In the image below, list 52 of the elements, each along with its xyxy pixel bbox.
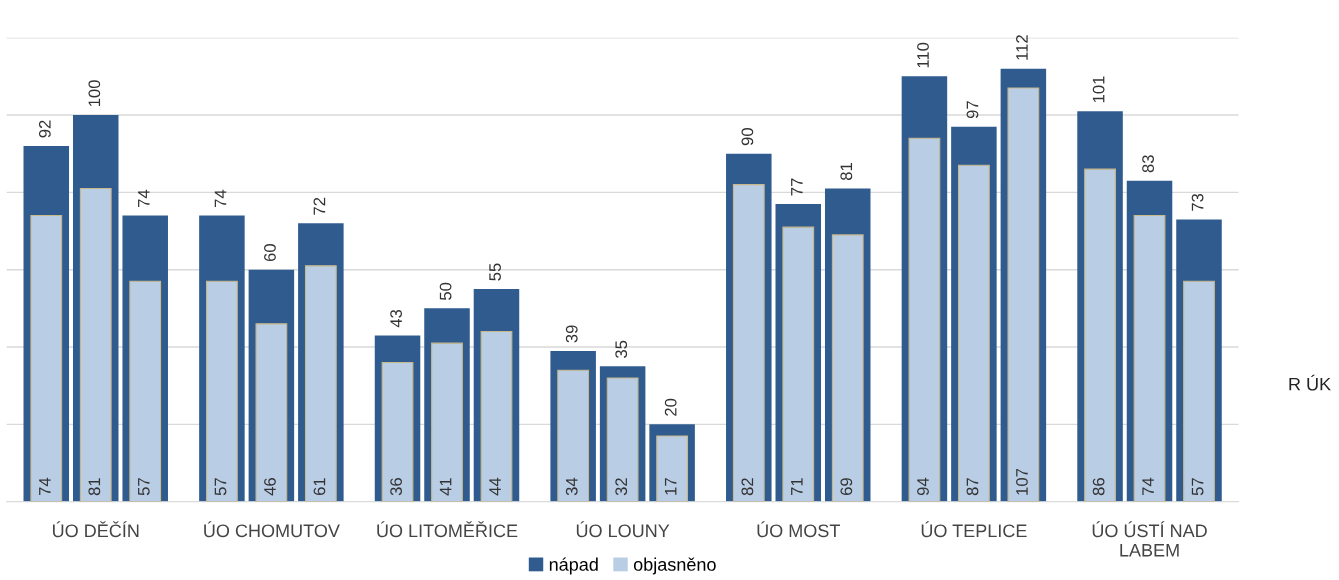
data-label: 35	[615, 340, 628, 358]
data-label: 100	[88, 80, 101, 107]
x-tick-label: ÚO LOUNY	[576, 521, 670, 538]
data-label: 71	[791, 478, 803, 496]
data-label: 57	[138, 478, 150, 496]
data-label: 112	[1016, 35, 1028, 60]
data-label: 77	[791, 178, 803, 196]
x-tick-label: ÚO TEPLICE	[921, 521, 1027, 538]
data-label: 32	[615, 478, 628, 496]
data-label: 44	[489, 477, 501, 496]
data-label: 74	[214, 189, 227, 207]
x-tick-label: ÚO LITOMĚŘICE	[377, 521, 518, 538]
data-label: 36	[390, 478, 403, 496]
legend-label: objasněno	[633, 557, 716, 575]
data-label: 94	[917, 477, 929, 496]
x-tick-label: ÚO DĚČÍN	[53, 521, 139, 538]
data-label: 90	[741, 128, 754, 146]
data-label: 74	[1142, 477, 1154, 496]
data-label: 73	[1191, 193, 1204, 211]
data-label: 107	[1016, 468, 1028, 495]
legend-label: nápad	[549, 557, 598, 575]
data-label: 81	[840, 163, 853, 181]
x-tick-label: ÚO CHOMUTOV	[204, 521, 340, 538]
data-label: 83	[1142, 155, 1154, 173]
data-label: 60	[264, 244, 276, 262]
data-label: 87	[966, 478, 979, 496]
data-label: 34	[565, 477, 578, 496]
data-label: 43	[390, 309, 403, 328]
data-label: 57	[214, 478, 227, 496]
text: R ÚK	[1289, 374, 1331, 391]
data-label: 110	[917, 42, 929, 68]
data-label: 61	[313, 478, 326, 496]
data-label: 39	[565, 325, 578, 343]
data-label: 55	[489, 263, 501, 281]
data-label: 20	[664, 398, 677, 416]
data-label: 97	[966, 101, 979, 119]
data-label: 74	[138, 189, 150, 207]
data-label: 82	[741, 478, 754, 496]
data-label: 17	[664, 478, 677, 495]
data-label: 41	[439, 478, 452, 496]
data-label: 69	[840, 478, 853, 496]
data-label: 72	[313, 197, 326, 215]
data-label: 86	[1092, 478, 1105, 496]
data-label: 101	[1092, 76, 1105, 103]
data-label: 74	[39, 477, 51, 496]
data-label: 50	[439, 282, 452, 300]
x-tick-label: ÚO ÚSTÍ NAD LABEM	[1092, 521, 1207, 557]
data-label: 57	[1191, 478, 1204, 496]
data-label: 81	[88, 478, 101, 496]
data-label: 92	[38, 120, 51, 138]
data-label: 46	[264, 478, 276, 496]
x-tick-label: ÚO MOST	[757, 521, 840, 538]
